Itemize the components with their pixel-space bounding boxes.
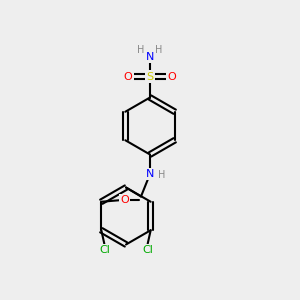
- Text: H: H: [137, 45, 144, 56]
- Text: O: O: [167, 71, 176, 82]
- Text: O: O: [120, 195, 129, 205]
- Text: O: O: [124, 71, 133, 82]
- Text: Cl: Cl: [142, 245, 153, 255]
- Text: N: N: [146, 169, 154, 179]
- Text: Cl: Cl: [99, 245, 110, 255]
- Text: N: N: [146, 52, 154, 62]
- Text: H: H: [155, 45, 162, 56]
- Text: H: H: [158, 170, 165, 181]
- Text: S: S: [146, 71, 154, 82]
